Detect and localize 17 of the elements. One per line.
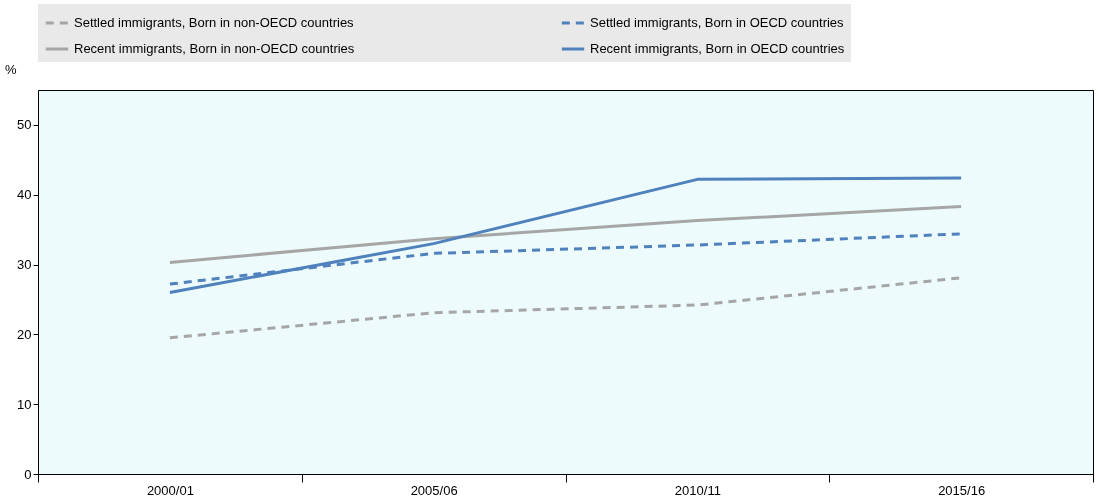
- legend-label: Settled immigrants, Born in OECD countries: [590, 15, 845, 30]
- x-tick-label: 2010/11: [674, 482, 721, 498]
- line-series: [168, 176, 963, 294]
- legend-label: Recent immigrants, Born in non-OECD countries: [74, 41, 355, 56]
- y-tick-label: 30: [17, 257, 32, 273]
- y-tick-label: 50: [17, 117, 32, 133]
- x-tick-label: 2005/06: [410, 482, 458, 498]
- line-series: [168, 205, 963, 264]
- x-tick-label: 2000/01: [146, 482, 194, 498]
- x-tick-label: 2015/16: [938, 482, 986, 498]
- y-tick-label: 20: [17, 326, 32, 342]
- y-tick-label: 0: [24, 466, 32, 482]
- y-tick-label: 40: [17, 187, 32, 203]
- y-tick-label: 10: [17, 396, 32, 412]
- legend-label: Settled immigrants, Born in non-OECD countries: [74, 15, 355, 30]
- y-axis-title: %: [4, 61, 17, 77]
- legend-label: Recent immigrants, Born in OECD countries: [590, 41, 845, 56]
